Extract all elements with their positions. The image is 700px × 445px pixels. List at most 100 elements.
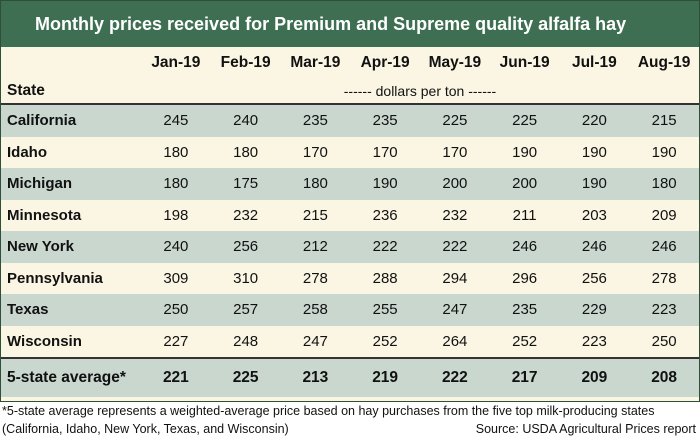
source-note: Source: USDA Agricultural Prices report (475, 422, 696, 436)
state-name: Idaho (7, 143, 47, 161)
month-header: May-19 (428, 54, 482, 71)
price-cell: 190 (651, 143, 677, 161)
price-cell: 175 (233, 175, 259, 193)
price-cell: 246 (512, 238, 538, 256)
price-cell: 246 (581, 238, 607, 256)
footnote-line2: (California, Idaho, New York, Texas, and… (2, 422, 289, 436)
average-cell: 209 (581, 369, 608, 386)
month-header: Apr-19 (360, 54, 410, 71)
month-header: Jan-19 (151, 54, 201, 71)
price-cell: 288 (372, 269, 398, 287)
price-cell: 257 (233, 301, 259, 319)
price-cell: 198 (163, 206, 189, 224)
average-cell: 213 (302, 369, 329, 386)
average-row: 5-state average* 221 225 213 219 222 217 209 208 (1, 358, 699, 397)
table-row: Texas 250 257 258 255 247 235 229 223 (1, 294, 699, 326)
price-cell: 258 (302, 301, 328, 319)
price-cell: 200 (442, 175, 468, 193)
price-cell: 180 (302, 175, 328, 193)
price-cell: 240 (233, 112, 259, 130)
price-cell: 180 (233, 143, 259, 161)
price-cell: 180 (651, 175, 677, 193)
footnote: *5-state average represents a weighted-a… (2, 402, 696, 438)
price-table-panel: Monthly prices received for Premium and … (0, 0, 700, 402)
price-cell: 256 (233, 238, 259, 256)
price-cell: 223 (651, 301, 677, 319)
price-cell: 190 (512, 143, 538, 161)
price-cell: 190 (372, 175, 398, 193)
price-cell: 222 (442, 238, 468, 256)
price-cell: 190 (581, 143, 607, 161)
table-row: Idaho 180 180 170 170 170 190 190 190 (1, 136, 699, 168)
price-cell: 203 (581, 206, 607, 224)
table-row: Michigan 180 175 180 190 200 200 190 180 (1, 168, 699, 200)
price-cell: 211 (512, 206, 537, 224)
month-header: Aug-19 (637, 54, 691, 71)
price-cell: 296 (512, 269, 538, 287)
average-cell: 222 (441, 369, 468, 386)
price-cell: 252 (372, 332, 398, 350)
price-cell: 212 (302, 238, 328, 256)
table-title: Monthly prices received for Premium and … (1, 1, 699, 47)
price-cell: 278 (302, 269, 328, 287)
state-name: Michigan (7, 175, 73, 193)
price-cell: 180 (163, 175, 189, 193)
price-cell: 294 (442, 269, 468, 287)
unit-label: ------ dollars per ton ------ (343, 83, 497, 99)
price-cell: 215 (651, 112, 677, 130)
month-header: Jun-19 (499, 54, 550, 71)
price-cell: 278 (651, 269, 677, 287)
price-cell: 309 (163, 269, 189, 287)
price-cell: 245 (163, 112, 189, 130)
price-cell: 247 (302, 332, 328, 350)
average-cell: 217 (511, 369, 538, 386)
price-cell: 247 (442, 301, 468, 319)
price-cell: 235 (372, 112, 398, 130)
average-cell: 221 (162, 369, 189, 386)
price-cell: 232 (442, 206, 468, 224)
footnote-line1: *5-state average represents a weighted-a… (2, 404, 655, 418)
month-header: Mar-19 (290, 54, 341, 71)
price-cell: 256 (581, 269, 607, 287)
price-cell: 240 (163, 238, 189, 256)
price-cell: 200 (512, 175, 538, 193)
price-cell: 170 (372, 143, 398, 161)
price-cell: 250 (163, 301, 189, 319)
average-label: 5-state average* (7, 369, 126, 386)
state-name: New York (7, 238, 74, 256)
table-row: Minnesota 198 232 215 236 232 211 203 209 (1, 199, 699, 231)
price-cell: 209 (651, 206, 677, 224)
price-cell: 220 (581, 112, 607, 130)
price-cell: 252 (512, 332, 538, 350)
table-row: New York 240 256 212 222 222 246 246 246 (1, 231, 699, 263)
price-cell: 170 (442, 143, 468, 161)
state-name: Wisconsin (7, 332, 82, 350)
price-cell: 225 (512, 112, 538, 130)
price-cell: 225 (442, 112, 468, 130)
state-name: Texas (7, 301, 49, 319)
state-column-header: State (7, 82, 45, 99)
price-cell: 232 (233, 206, 259, 224)
price-cell: 180 (163, 143, 189, 161)
price-cell: 170 (302, 143, 328, 161)
price-cell: 215 (302, 206, 328, 224)
average-cell: 208 (651, 369, 678, 386)
table-row: Wisconsin 227 248 247 252 264 252 223 250 (1, 325, 699, 358)
price-cell: 227 (163, 332, 189, 350)
state-name: Minnesota (7, 206, 82, 224)
price-cell: 248 (233, 332, 259, 350)
price-cell: 236 (372, 206, 398, 224)
price-table: Jan-19 Feb-19 Mar-19 Apr-19 May-19 Jun-1… (1, 47, 699, 397)
price-cell: 190 (581, 175, 607, 193)
price-cell: 264 (442, 332, 468, 350)
state-name: Pennsylvania (7, 269, 103, 287)
average-cell: 219 (372, 369, 399, 386)
month-header-row: Jan-19 Feb-19 Mar-19 Apr-19 May-19 Jun-1… (1, 47, 699, 79)
price-cell: 255 (372, 301, 398, 319)
unit-row: State ------ dollars per ton ------ (1, 79, 699, 104)
price-cell: 246 (651, 238, 677, 256)
state-name: California (7, 112, 77, 130)
price-cell: 223 (581, 332, 607, 350)
table-row: California 245 240 235 235 225 225 220 215 (1, 104, 699, 137)
price-cell: 235 (512, 301, 538, 319)
